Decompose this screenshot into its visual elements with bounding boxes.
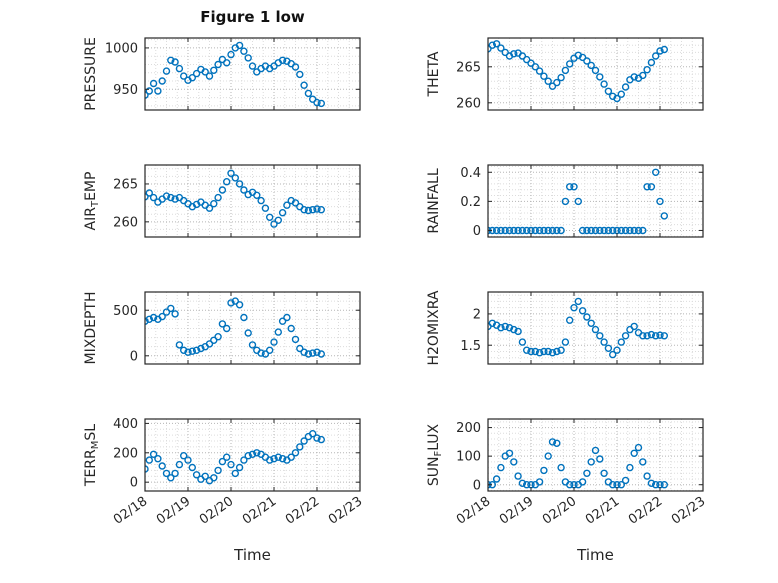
data-markers: [487, 438, 669, 489]
tick-marks: [144, 38, 361, 110]
minor-grid: [145, 419, 360, 491]
x-tick-label: 02/20: [197, 494, 236, 528]
data-markers: [144, 41, 326, 108]
subplot-air-temp: 260 265 AIRTEMP: [83, 164, 361, 238]
y-tick-label: 0: [130, 349, 138, 364]
y-tick-label: 200: [113, 446, 138, 461]
x-tick-label: 02/23: [669, 494, 708, 528]
y-axis-label: RAINFALL: [426, 168, 442, 233]
y-tick-label: 265: [113, 177, 138, 192]
x-tick-label: 02/21: [583, 494, 622, 528]
minor-grid: [145, 291, 360, 364]
plot-h2omixra: 1.5 2 H2OMIXRA: [426, 290, 704, 366]
tick-marks: [144, 419, 361, 491]
figure-title: Figure 1 low: [200, 8, 305, 26]
minor-grid: [488, 165, 703, 237]
major-grid: [145, 292, 360, 364]
y-axis-label: TERRMSL: [83, 424, 101, 487]
tick-marks: [487, 419, 704, 491]
y-tick-label: 400: [113, 417, 138, 432]
y-axis-label: PRESSURE: [83, 37, 99, 111]
x-tick-label: 02/20: [540, 494, 579, 528]
axes-box: [144, 37, 361, 111]
y-axis-label: MIXDEPTH: [83, 292, 99, 365]
y-tick-label: 265: [456, 60, 481, 75]
y-tick-label: 260: [456, 96, 481, 111]
y-axis-label: H2OMIXRA: [426, 290, 442, 365]
y-tick-label: 200: [456, 421, 481, 436]
tick-marks: [144, 292, 361, 364]
x-axis-label-left: Time: [234, 546, 271, 564]
plot-mixdepth: 0 500 MIXDEPTH: [83, 291, 361, 365]
y-tick-label: 0.2: [460, 195, 481, 210]
axes-box: [487, 418, 704, 492]
plot-rainfall: 0 0.2 0.4 RAINFALL: [426, 164, 704, 239]
x-tick-label: 02/22: [626, 494, 665, 528]
major-grid: [488, 38, 703, 110]
major-grid: [488, 165, 703, 237]
data-markers: [144, 429, 326, 485]
data-markers: [487, 40, 669, 103]
x-tick-label: 02/18: [454, 494, 493, 528]
plot-theta: 260 265 THETA: [426, 37, 704, 111]
y-tick-label: 2: [473, 307, 481, 322]
plot-terr-msl: 0 200 400 TERRMSL 02/18 02/19 02/20 02/21 02/22 0…: [83, 417, 365, 528]
major-grid: [488, 419, 703, 491]
subplot-mixdepth: 0 500 MIXDEPTH: [83, 291, 361, 365]
plot-air-temp: 260 265 AIRTEMP: [83, 164, 361, 238]
y-tick-label: 0.4: [460, 166, 481, 181]
tick-marks: [487, 165, 704, 237]
y-tick-label: 260: [113, 215, 138, 230]
y-tick-label: 500: [113, 304, 138, 319]
x-tick-label: 02/22: [283, 494, 322, 528]
subplot-h2omixra: 1.5 2 H2OMIXRA: [426, 290, 704, 366]
y-tick-label: 0: [473, 478, 481, 493]
minor-grid: [488, 292, 703, 365]
data-markers: [144, 297, 326, 358]
plot-sun-flux: 0 100 200 SUNFLUX 02/18 02/19 02/20 02/21 02/22 0…: [426, 418, 708, 528]
tick-marks: [144, 165, 361, 237]
minor-grid: [145, 38, 360, 110]
tick-marks: [487, 292, 704, 364]
y-tick-label: 100: [456, 450, 481, 465]
x-tick-label: 02/19: [497, 494, 536, 528]
axes-box: [144, 164, 361, 238]
subplot-sun-flux: 0 100 200 SUNFLUX 02/18 02/19 02/20 02/21 02/22 0…: [426, 418, 708, 528]
plot-pressure: 950 1000 PRESSURE: [83, 37, 361, 111]
major-grid: [145, 419, 360, 491]
axes-box: [487, 291, 704, 365]
minor-grid: [488, 419, 703, 491]
subplot-pressure: 950 1000 PRESSURE: [83, 37, 361, 111]
y-tick-label: 1000: [105, 41, 138, 56]
y-tick-label: 0: [473, 224, 481, 239]
x-tick-label: 02/18: [111, 494, 150, 528]
x-axis-label-right: Time: [577, 546, 614, 564]
y-axis-label: THETA: [426, 51, 442, 97]
y-axis-label: SUNFLUX: [426, 423, 444, 486]
y-tick-label: 950: [113, 83, 138, 98]
x-tick-label: 02/21: [240, 494, 279, 528]
axes-box: [487, 37, 704, 111]
x-tick-label: 02/23: [326, 494, 365, 528]
subplot-rainfall: 0 0.2 0.4 RAINFALL: [426, 164, 704, 239]
axes-box: [144, 418, 361, 492]
major-grid: [145, 38, 360, 110]
x-tick-label: 02/19: [154, 494, 193, 528]
y-tick-label: 1.5: [460, 339, 481, 354]
data-markers: [487, 297, 669, 359]
tick-marks: [487, 38, 704, 110]
subplot-terr-msl: 0 200 400 TERRMSL 02/18 02/19 02/20 02/21 02/22 0…: [83, 417, 365, 528]
subplot-theta: 260 265 THETA: [426, 37, 704, 111]
axes-box: [144, 291, 361, 365]
y-axis-label: AIRTEMP: [83, 172, 101, 231]
y-tick-label: 0: [130, 476, 138, 491]
